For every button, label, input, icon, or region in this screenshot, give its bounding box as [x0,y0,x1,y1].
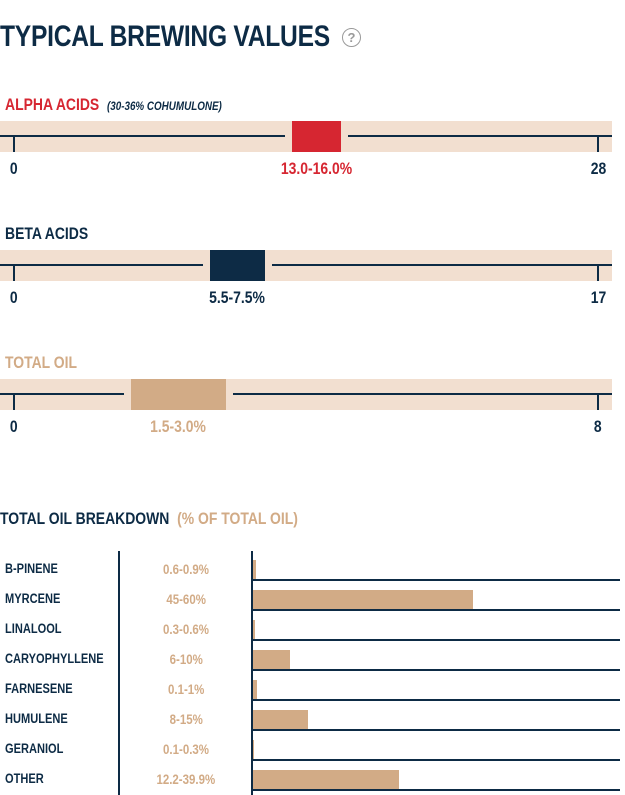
range-label: TOTAL OIL [5,353,78,372]
oil-name: MYRCENE [5,591,61,606]
oil-name: CARYOPHYLLENE [5,651,104,666]
tick-max [597,394,599,410]
oil-bar [253,650,290,669]
min-label: 0 [10,417,18,436]
max-label: 28 [590,159,606,178]
row-divider [252,609,620,611]
oil-bar [253,710,309,729]
oil-range: 0.3-0.6% [163,621,209,637]
tick-max [597,136,599,152]
range-label: BETA ACIDS [5,224,89,243]
axis-line [233,393,612,395]
oil-range: 45-60% [166,591,206,607]
chart-axis [251,551,253,795]
oil-bar [253,620,256,639]
page-title: TYPICAL BREWING VALUES [0,20,330,53]
oil-name: LINALOOL [5,621,62,636]
tick-min [13,136,15,152]
min-label: 0 [10,288,18,307]
range-box [292,121,341,152]
oil-bar [253,770,400,789]
oil-name: GERANIOL [5,741,64,756]
oil-name: OTHER [5,771,44,786]
row-divider [252,729,620,731]
axis-line [0,135,286,137]
row-divider [252,789,620,791]
oil-range: 0.1-0.3% [163,741,209,757]
oil-name: FARNESENE [5,681,73,696]
oil-range: 0.1-1% [167,681,205,697]
range-box [130,379,226,410]
row-divider [252,669,620,671]
range-value: 1.5-3.0% [150,417,207,436]
axis-line [0,393,124,395]
oil-range: 0.6-0.9% [163,561,209,577]
question-circle-icon[interactable]: ? [342,28,361,47]
max-label: 8 [594,417,602,436]
oil-name: B-PINENE [5,561,58,576]
row-divider [252,579,620,581]
tick-min [13,394,15,410]
oil-range: 12.2-39.9% [156,771,216,787]
range-label: ALPHA ACIDS (30-36% COHUMULONE) [5,95,222,114]
oil-bar [253,590,474,609]
range-box [209,250,265,281]
range-value: 5.5-7.5% [209,288,266,307]
min-label: 0 [10,159,18,178]
row-divider [252,699,620,701]
axis-line [0,264,203,266]
tick-min [13,265,15,281]
axis-line [347,135,612,137]
oil-bar [253,680,257,699]
column-divider [118,551,120,795]
row-divider [252,759,620,761]
oil-range: 6-10% [169,651,203,667]
oil-name: HUMULENE [5,711,68,726]
max-label: 17 [590,288,606,307]
oil-bar [253,560,257,579]
breakdown-title: TOTAL OIL BREAKDOWN (% OF TOTAL OIL) [0,509,298,528]
row-divider [252,639,620,641]
tick-max [597,265,599,281]
axis-line [271,264,612,266]
oil-range: 8-15% [169,711,203,727]
range-value: 13.0-16.0% [280,159,353,178]
oil-bar [253,740,255,759]
